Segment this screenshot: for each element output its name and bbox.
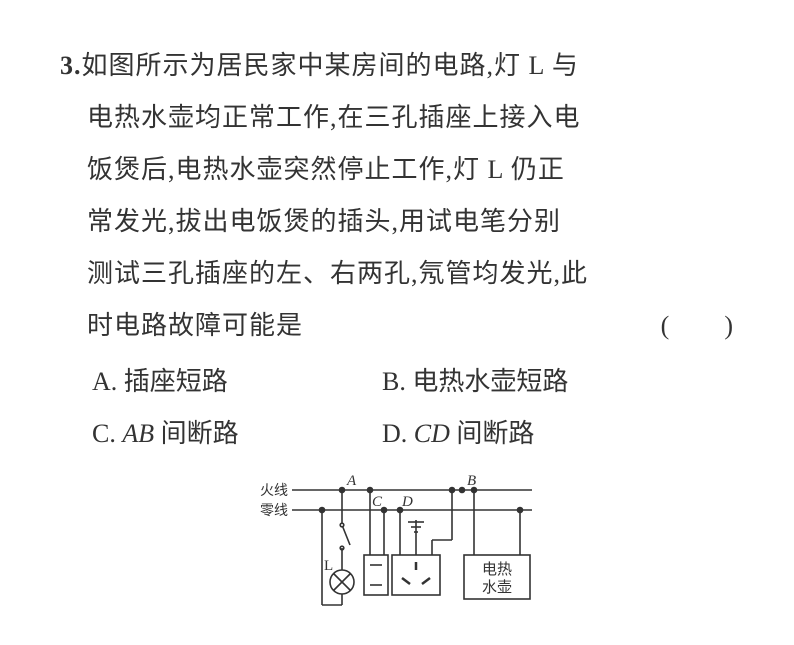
c-suffix: 间断路 [154,419,239,448]
point-B-dot [460,488,465,493]
question-line5: 测试三孔插座的左、右两孔,氖管均发光,此 [87,259,588,288]
circuit-svg: 火线 零线 A B C D [242,470,562,620]
c-prefix: C. [92,419,122,448]
option-b: B. 电热水壶短路 [382,356,744,408]
question-number: 3. [60,51,82,80]
option-d: D. CD 间断路 [382,408,744,460]
option-c: C. AB 间断路 [92,408,382,460]
question-container: 3.如图所示为居民家中某房间的电路,灯 L 与 电热水壶均正常工作,在三孔插座上… [0,0,794,645]
neutral-label: 零线 [260,503,288,519]
kettle-line2: 水壶 [482,578,512,596]
circuit-diagram: 火线 零线 A B C D [60,470,744,625]
point-B-label: B [467,473,476,489]
question-line3: 饭煲后,电热水壶突然停止工作,灯 L 仍正 [87,155,565,184]
question-line1: 如图所示为居民家中某房间的电路,灯 L 与 [82,51,579,80]
live-label: 火线 [260,483,288,499]
option-a: A. 插座短路 [92,356,382,408]
paren: ( ) [661,300,734,352]
point-D-label: D [401,494,413,510]
question-text: 3.如图所示为居民家中某房间的电路,灯 L 与 电热水壶均正常工作,在三孔插座上… [60,40,744,352]
question-line2: 电热水壶均正常工作,在三孔插座上接入电 [87,103,581,132]
d-italic: CD [414,419,450,448]
option-row-2: C. AB 间断路 D. CD 间断路 [92,408,744,460]
question-line4: 常发光,拔出电饭煲的插头,用试电笔分别 [87,207,561,236]
c-italic: AB [122,419,154,448]
option-row-1: A. 插座短路 B. 电热水壶短路 [92,356,744,408]
question-line6: 时电路故障可能是 [87,311,303,340]
d-suffix: 间断路 [450,419,535,448]
options: A. 插座短路 B. 电热水壶短路 C. AB 间断路 D. CD 间断路 [60,356,744,460]
point-C-label: C [372,494,383,510]
lamp-label: L [324,558,333,574]
kettle-line1: 电热 [482,561,512,578]
d-prefix: D. [382,419,414,448]
point-A-label: A [346,473,357,489]
